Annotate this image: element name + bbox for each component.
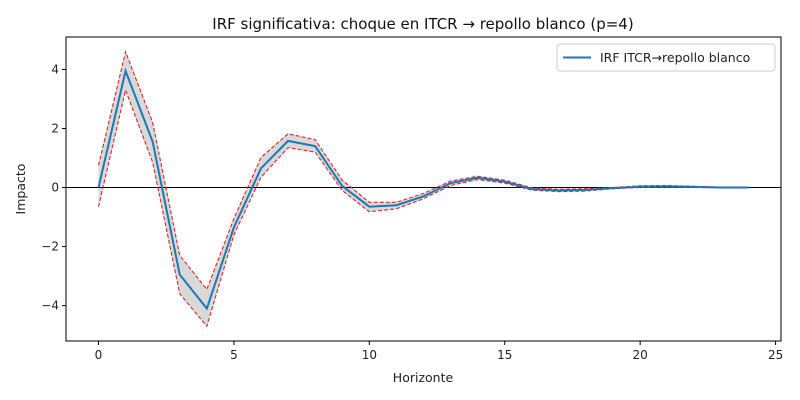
y-tick-label: 0 — [51, 181, 59, 195]
y-tick-label: −4 — [41, 299, 59, 313]
x-tick-label: 5 — [230, 348, 238, 362]
legend-box — [556, 43, 776, 72]
band-upper-line — [97, 49, 749, 291]
irf-series-line — [97, 67, 749, 311]
x-tick-label: 25 — [768, 348, 783, 362]
x-axis-label: Horizonte — [393, 370, 454, 385]
legend: IRF ITCR→repollo blanco — [556, 43, 776, 72]
y-tick-label: 4 — [51, 62, 59, 76]
plot-frame — [65, 36, 782, 342]
confidence-band — [98, 51, 749, 327]
y-axis-label: Impacto — [13, 164, 28, 215]
plot-area — [66, 49, 781, 328]
x-tick-label: 15 — [497, 348, 512, 362]
y-tick-label: 2 — [51, 121, 59, 135]
x-tick-label: 20 — [633, 348, 648, 362]
x-axis: 0 5 10 15 20 25 — [95, 341, 783, 362]
y-tick-label: −2 — [41, 240, 59, 254]
chart-title: IRF significativa: choque en ITCR → repo… — [212, 15, 633, 33]
legend-label: IRF ITCR→repollo blanco — [600, 50, 750, 65]
y-axis: −4 −2 0 2 4 — [41, 62, 66, 313]
x-tick-label: 0 — [95, 348, 103, 362]
x-tick-label: 10 — [362, 348, 377, 362]
band-lower-line — [97, 88, 749, 328]
